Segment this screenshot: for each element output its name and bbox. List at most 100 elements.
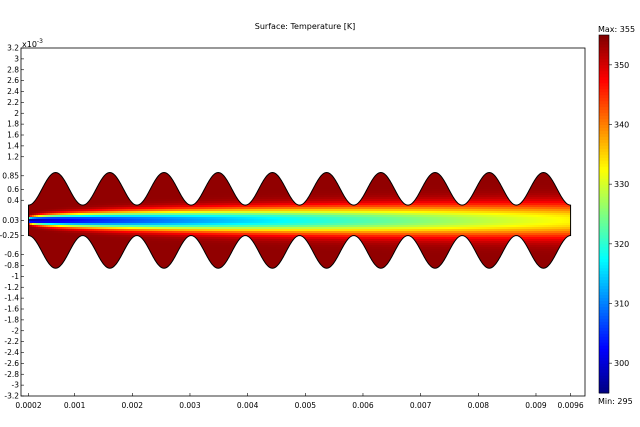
temperature-cell xyxy=(108,179,111,182)
temperature-cell xyxy=(54,189,57,192)
temperature-cell xyxy=(46,243,49,246)
temperature-cell xyxy=(114,207,117,210)
temperature-cell xyxy=(64,241,67,244)
temperature-cell xyxy=(108,223,111,226)
temperature-cell xyxy=(96,227,99,230)
temperature-cell xyxy=(94,199,97,202)
temperature-cell xyxy=(112,239,115,242)
temperature-cell xyxy=(70,193,73,196)
temperature-cell xyxy=(128,215,131,218)
temperature-cell xyxy=(54,195,57,198)
temperature-cell xyxy=(118,243,121,246)
temperature-cell xyxy=(106,191,109,194)
temperature-cell xyxy=(96,199,99,202)
temperature-cell xyxy=(58,193,61,196)
temperature-cell xyxy=(126,223,129,226)
temperature-cell xyxy=(94,241,97,244)
temperature-cell xyxy=(124,223,127,226)
temperature-cell xyxy=(62,231,65,234)
temperature-cell xyxy=(106,251,109,254)
temperature-cell xyxy=(30,217,33,220)
temperature-cell xyxy=(114,247,117,250)
temperature-cell xyxy=(118,227,121,230)
temperature-cell xyxy=(142,225,145,228)
temperature-cell xyxy=(110,213,113,216)
temperature-cell xyxy=(28,207,31,210)
temperature-cell xyxy=(122,195,125,198)
temperature-cell xyxy=(136,225,139,228)
temperature-cell xyxy=(102,197,105,200)
temperature-cell xyxy=(104,253,107,256)
temperature-cell xyxy=(58,237,61,240)
temperature-cell xyxy=(32,203,35,206)
temperature-cell xyxy=(142,233,145,236)
temperature-cell xyxy=(124,219,127,222)
temperature-cell xyxy=(140,211,143,214)
temperature-cell xyxy=(146,235,149,238)
temperature-cell xyxy=(32,213,35,216)
temperature-cell xyxy=(70,243,73,246)
temperature-cell xyxy=(146,197,149,200)
temperature-cell xyxy=(108,181,111,184)
temperature-cell xyxy=(88,213,91,216)
temperature-cell xyxy=(148,213,151,216)
temperature-cell xyxy=(76,227,79,230)
temperature-cell xyxy=(66,251,69,254)
temperature-cell xyxy=(116,239,119,242)
temperature-cell xyxy=(150,215,153,218)
temperature-cell xyxy=(98,251,101,254)
temperature-cell xyxy=(116,253,119,256)
temperature-cell xyxy=(100,223,103,226)
temperature-cell xyxy=(52,243,55,246)
temperature-cell xyxy=(120,187,123,190)
temperature-cell xyxy=(108,233,111,236)
temperature-cell xyxy=(124,229,127,232)
temperature-cell xyxy=(104,189,107,192)
temperature-cell xyxy=(144,235,147,238)
temperature-cell xyxy=(146,229,149,232)
temperature-cell xyxy=(40,191,43,194)
temperature-cell xyxy=(104,225,107,228)
temperature-cell xyxy=(148,203,151,206)
temperature-cell xyxy=(108,189,111,192)
temperature-cell xyxy=(116,187,119,190)
temperature-cell xyxy=(58,203,61,206)
temperature-cell xyxy=(48,189,51,192)
temperature-cell xyxy=(40,231,43,234)
temperature-cell xyxy=(54,225,57,228)
temperature-cell xyxy=(124,221,127,224)
temperature-cell xyxy=(90,213,93,216)
temperature-cell xyxy=(152,231,155,234)
temperature-cell xyxy=(38,211,41,214)
temperature-cell xyxy=(70,207,73,210)
temperature-cell xyxy=(100,225,103,228)
temperature-cell xyxy=(70,213,73,216)
temperature-cell xyxy=(114,259,117,262)
temperature-cell xyxy=(62,195,65,198)
temperature-cell xyxy=(54,197,57,200)
temperature-cell xyxy=(112,199,115,202)
temperature-cell xyxy=(46,219,49,222)
temperature-cell xyxy=(90,211,93,214)
temperature-cell xyxy=(102,259,105,262)
temperature-cell xyxy=(76,225,79,228)
temperature-cell xyxy=(90,229,93,232)
temperature-cell xyxy=(134,213,137,216)
temperature-cell xyxy=(100,211,103,214)
temperature-cell xyxy=(50,249,53,252)
temperature-cell xyxy=(30,223,33,226)
temperature-cell xyxy=(124,211,127,214)
temperature-cell xyxy=(122,207,125,210)
temperature-cell xyxy=(102,219,105,222)
temperature-cell xyxy=(40,225,43,228)
temperature-cell xyxy=(102,261,105,264)
temperature-cell xyxy=(152,227,155,230)
temperature-cell xyxy=(96,221,99,224)
temperature-cell xyxy=(120,251,123,254)
temperature-cell xyxy=(94,221,97,224)
temperature-cell xyxy=(28,225,31,228)
temperature-cell xyxy=(48,253,51,256)
temperature-cell xyxy=(112,263,115,266)
temperature-cell xyxy=(48,185,51,188)
temperature-cell xyxy=(52,255,55,258)
